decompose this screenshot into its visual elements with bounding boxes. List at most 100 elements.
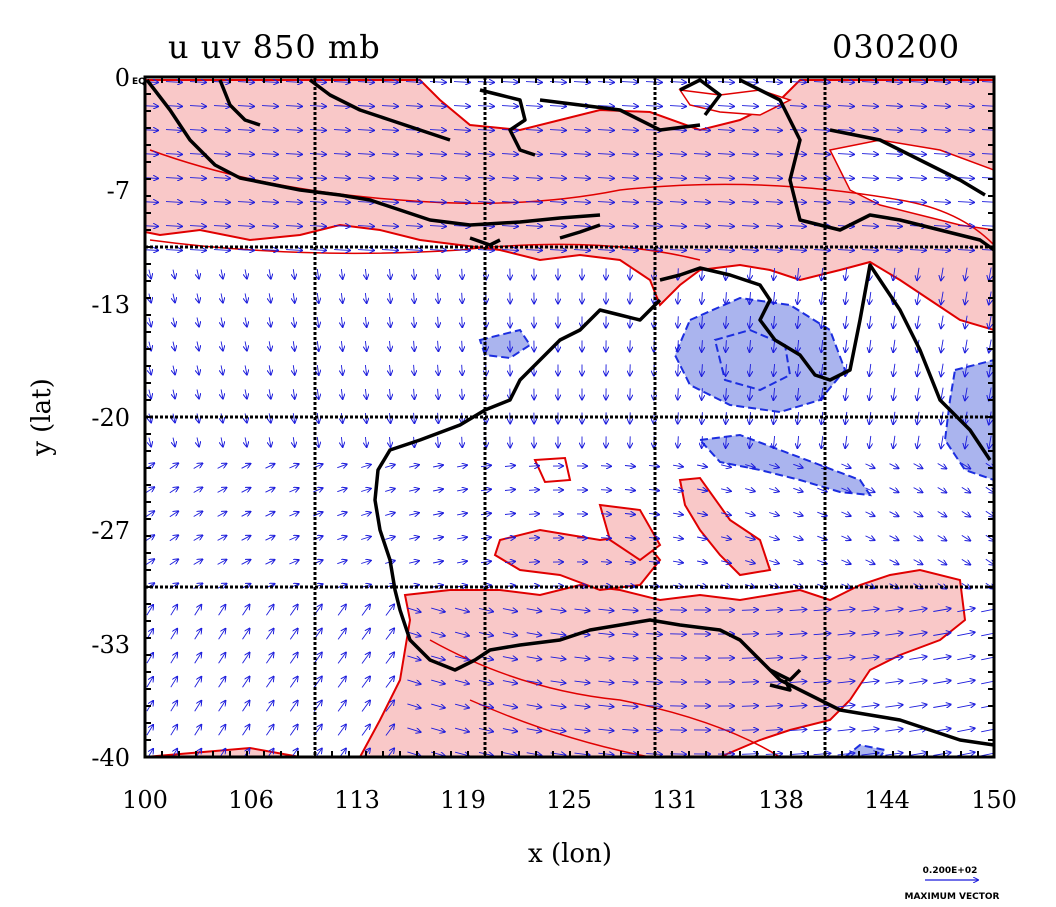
wind-vector	[237, 106, 254, 107]
wind-vector	[197, 365, 199, 375]
wind-vector	[433, 537, 443, 539]
wind-vector	[289, 536, 298, 540]
title-right: 030200	[832, 28, 960, 66]
wind-vector	[913, 511, 923, 517]
wind-vector	[438, 388, 439, 399]
wind-vector	[789, 250, 806, 251]
wind-vector	[621, 226, 638, 227]
wind-vector	[889, 511, 899, 517]
vector-scale-value: 0.200E+02	[923, 866, 978, 876]
wind-vector	[317, 341, 318, 351]
wind-vector	[981, 608, 994, 613]
wind-vector	[407, 655, 420, 660]
wind-vector	[165, 250, 182, 251]
wind-vector	[333, 202, 350, 203]
vector-scale-label: MAXIMUM VECTOR	[904, 892, 999, 902]
wind-vector	[173, 341, 175, 351]
wind-vector	[909, 657, 926, 660]
wind-vector	[197, 437, 199, 447]
wind-vector	[841, 512, 850, 516]
wind-vector	[385, 537, 395, 540]
wind-vector	[171, 749, 177, 757]
x-tick-labels: 100 106 113 119 125 131 138 144 150	[122, 786, 1017, 814]
wind-vector	[726, 292, 727, 304]
wind-vector	[913, 535, 923, 541]
wind-vector	[165, 130, 182, 131]
wind-vector	[726, 316, 727, 328]
wind-vector	[173, 365, 175, 375]
wind-vector	[390, 436, 391, 447]
wind-vector	[837, 106, 854, 107]
wind-vector	[624, 514, 635, 515]
wind-vector	[797, 339, 798, 352]
wind-vector	[889, 559, 899, 565]
wind-vector	[381, 202, 398, 203]
wind-vector	[673, 465, 683, 467]
wind-vector	[741, 106, 758, 107]
wind-vector	[933, 226, 950, 227]
wind-vector	[408, 537, 419, 539]
wind-vector	[261, 202, 278, 203]
wind-vector	[717, 106, 734, 107]
wind-vector	[678, 340, 679, 351]
wind-vector	[624, 466, 635, 467]
wind-vector	[837, 178, 854, 179]
wind-vector	[501, 154, 518, 155]
y-tick-labels: 0 -7 -13 -20 -27 -33 -40	[91, 64, 130, 772]
wind-vector	[241, 488, 251, 493]
wind-vector	[525, 250, 542, 251]
wind-vector	[717, 250, 734, 251]
wind-vector	[793, 536, 802, 539]
wind-vector	[221, 293, 223, 302]
wind-vector	[793, 512, 802, 515]
wind-vector	[841, 488, 850, 492]
wind-vector	[407, 727, 420, 732]
wind-vector	[285, 106, 302, 107]
wind-vector	[989, 267, 991, 281]
wind-vector	[528, 514, 539, 515]
wind-vector	[845, 291, 847, 304]
wind-vector	[813, 657, 831, 658]
wind-vector	[989, 435, 991, 449]
wind-vector	[981, 154, 994, 155]
wind-vector	[242, 725, 250, 736]
wind-vector	[269, 437, 271, 446]
wind-vector	[385, 489, 395, 492]
wind-vector	[574, 609, 590, 611]
wind-vector	[145, 202, 158, 203]
wind-vector	[194, 653, 202, 664]
wind-vector	[361, 605, 370, 616]
wind-vector	[693, 226, 710, 227]
wind-vector	[646, 706, 662, 707]
wind-vector	[289, 488, 298, 492]
wind-vector	[337, 488, 346, 491]
wind-vector	[885, 130, 902, 131]
wind-vector	[574, 705, 590, 707]
wind-vector	[961, 559, 970, 564]
wind-vector	[462, 340, 463, 351]
wind-vector	[365, 364, 366, 375]
wind-vector	[453, 202, 470, 203]
wind-vector	[745, 489, 755, 492]
wind-vector	[717, 130, 734, 131]
wind-vector	[431, 608, 445, 612]
wind-vector	[745, 537, 755, 540]
wind-vector	[917, 315, 919, 328]
wind-vector	[414, 268, 415, 279]
wind-vector	[357, 226, 374, 227]
wind-vector	[789, 729, 807, 730]
wind-vector	[750, 316, 751, 328]
wind-vector	[146, 605, 153, 616]
wind-vector	[574, 729, 590, 731]
wind-vector	[909, 753, 926, 756]
wind-vector	[528, 538, 539, 539]
wind-vector	[837, 729, 855, 731]
wind-vector	[293, 269, 294, 279]
wind-vector	[170, 677, 177, 688]
wind-vector	[573, 130, 590, 131]
wind-vector	[549, 202, 566, 203]
wind-vector	[218, 725, 226, 736]
wind-vector	[645, 106, 662, 107]
wind-vector	[266, 701, 273, 712]
wind-vector	[861, 705, 879, 707]
